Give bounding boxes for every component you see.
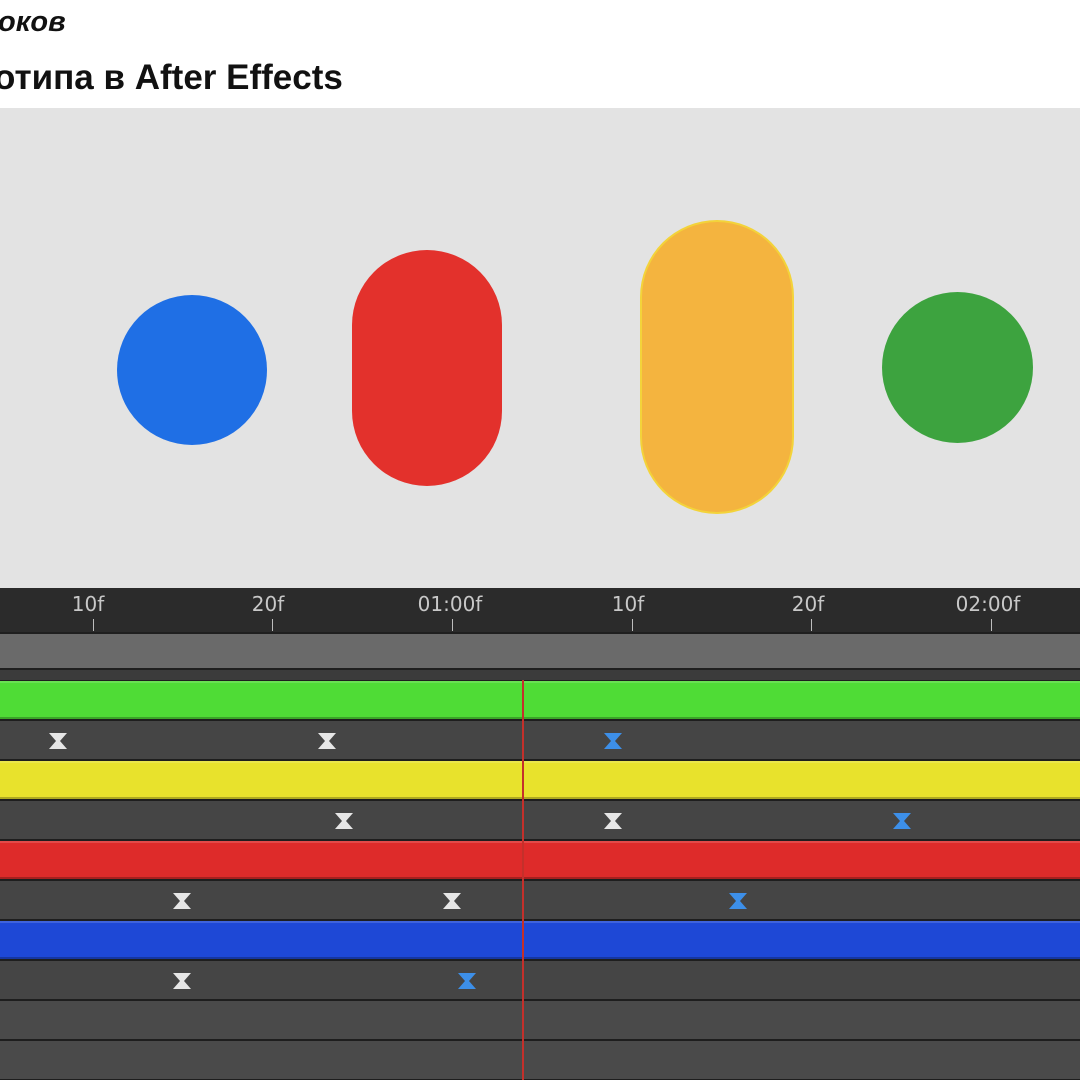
ruler-tick <box>811 619 812 631</box>
keyframe-row-red[interactable] <box>0 880 1080 920</box>
work-area-bar[interactable] <box>0 632 1080 670</box>
header-line-1: оков <box>0 6 66 38</box>
time-ruler[interactable]: 10f 20f 01:00f 10f 20f 02:00f <box>0 588 1080 632</box>
ease-keyframe-selected-icon[interactable] <box>455 971 479 991</box>
ruler-tick <box>632 619 633 631</box>
playhead-line[interactable] <box>522 680 524 1080</box>
ruler-label-20f: 20f <box>251 592 285 616</box>
ruler-label-20f-2: 20f <box>791 592 825 616</box>
red-pill-shape[interactable] <box>352 250 502 486</box>
composition-viewer[interactable] <box>0 108 1080 588</box>
blue-dot-shape[interactable] <box>117 295 267 445</box>
keyframe-row-green[interactable] <box>0 720 1080 760</box>
ease-keyframe-icon[interactable] <box>170 971 194 991</box>
ease-keyframe-icon[interactable] <box>170 891 194 911</box>
empty-track-row <box>0 1000 1080 1040</box>
ease-keyframe-icon[interactable] <box>315 731 339 751</box>
ease-keyframe-icon[interactable] <box>332 811 356 831</box>
ruler-tick <box>93 619 94 631</box>
header-title: отипа в After Effects <box>0 58 343 97</box>
ease-keyframe-selected-icon[interactable] <box>601 731 625 751</box>
ease-keyframe-icon[interactable] <box>46 731 70 751</box>
ruler-tick <box>272 619 273 631</box>
green-dot-shape[interactable] <box>882 292 1033 443</box>
keyframe-row-blue[interactable] <box>0 960 1080 1000</box>
article-header: оков отипа в After Effects <box>0 0 1080 108</box>
yellow-pill-shape[interactable] <box>642 222 792 512</box>
ease-keyframe-selected-icon[interactable] <box>726 891 750 911</box>
layer-bar-blue[interactable] <box>0 920 1080 960</box>
ruler-label-01-00f: 01:00f <box>417 592 483 616</box>
ease-keyframe-icon[interactable] <box>440 891 464 911</box>
layer-bar-yellow[interactable] <box>0 760 1080 800</box>
keyframe-row-yellow[interactable] <box>0 800 1080 840</box>
ease-keyframe-icon[interactable] <box>601 811 625 831</box>
layer-bar-red[interactable] <box>0 840 1080 880</box>
ruler-label-02-00f: 02:00f <box>955 592 1021 616</box>
layer-bar-green[interactable] <box>0 680 1080 720</box>
ruler-tick <box>452 619 453 631</box>
ruler-label-10f-2: 10f <box>611 592 645 616</box>
empty-track-row <box>0 1040 1080 1080</box>
ruler-label-10f: 10f <box>71 592 105 616</box>
ruler-tick <box>991 619 992 631</box>
ease-keyframe-selected-icon[interactable] <box>890 811 914 831</box>
